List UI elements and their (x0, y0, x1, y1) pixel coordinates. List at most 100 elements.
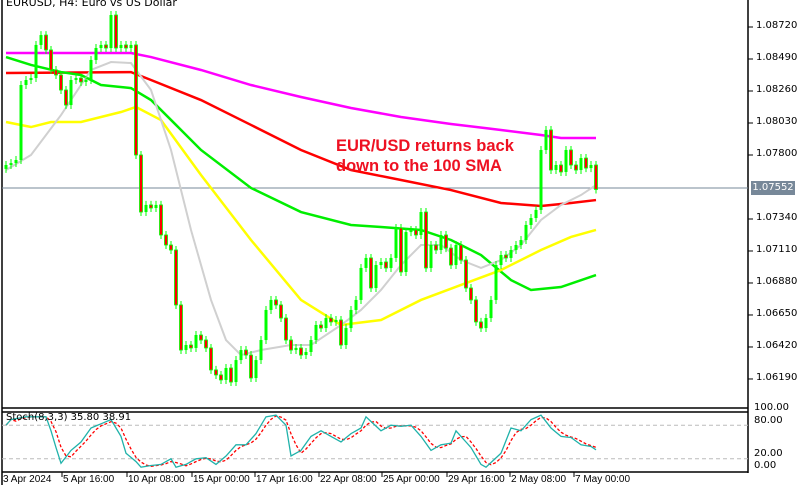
candle-body (249, 354, 253, 379)
candle (514, 241, 518, 255)
candle-body (234, 360, 238, 383)
candle (579, 154, 583, 175)
candle-body (369, 257, 373, 289)
candle (409, 225, 413, 237)
candle (584, 154, 588, 173)
candle-body (209, 347, 213, 371)
candle (129, 40, 133, 53)
candle-body (189, 344, 193, 349)
candle (39, 31, 43, 49)
moving-average-line (5, 55, 597, 292)
price-tick-label: 1.07340 (756, 211, 798, 223)
candle (149, 200, 153, 212)
moving-averages (5, 51, 597, 357)
candle (474, 295, 478, 326)
candle (234, 356, 238, 387)
candle (464, 256, 468, 292)
candle (34, 40, 38, 83)
candle (214, 365, 218, 379)
candle-body (534, 209, 538, 219)
candle (29, 74, 33, 85)
candle-body (424, 211, 428, 269)
candle-body (544, 129, 548, 150)
candle-body (559, 164, 563, 173)
candle-body (584, 157, 588, 169)
candle (89, 55, 93, 85)
candle (349, 305, 353, 333)
candle (344, 324, 348, 350)
candle-body (514, 245, 518, 251)
candle (144, 200, 148, 217)
candle (84, 76, 88, 86)
candle-body (194, 335, 198, 348)
candle (499, 251, 503, 270)
candle-body (594, 164, 598, 190)
candle-body (539, 149, 543, 210)
candle-body (519, 239, 523, 246)
candle (94, 44, 98, 64)
candle-body (309, 340, 313, 352)
candle (14, 155, 18, 168)
candle (479, 317, 483, 333)
candle-body (339, 319, 343, 346)
candle-body (169, 244, 173, 251)
time-tick-label: 3 Apr 2024 (3, 474, 52, 485)
candle (104, 40, 108, 53)
candle-body (19, 85, 23, 160)
candle-body (69, 80, 73, 106)
candle-body (89, 59, 93, 81)
candle-body (289, 339, 293, 351)
candle (264, 305, 268, 345)
candle (69, 76, 73, 110)
candle-body (224, 367, 228, 380)
candle (544, 125, 548, 154)
candle (304, 347, 308, 360)
candle-body (449, 247, 453, 266)
chart-frame (1, 0, 749, 485)
candle (594, 161, 598, 194)
candle (524, 220, 528, 244)
candle (154, 200, 158, 212)
candle-body (199, 334, 203, 341)
candle (224, 363, 228, 384)
candle (184, 341, 188, 355)
candle (174, 246, 178, 309)
price-tick-label: 1.06650 (756, 307, 798, 319)
candle (429, 241, 433, 272)
candle-body (379, 261, 383, 266)
candle (549, 125, 553, 175)
candle-body (74, 78, 78, 81)
time-tick-label: 17 Apr 16:00 (256, 474, 313, 485)
candle-body (509, 250, 513, 258)
candle-body (4, 165, 8, 169)
axis-ticks (1, 26, 753, 477)
candle-body (524, 224, 528, 240)
candle-body (34, 44, 38, 79)
candle-body (154, 204, 158, 208)
candle-body (84, 80, 88, 82)
stoch-tick-label: 0.00 (754, 460, 777, 471)
candle-body (99, 44, 103, 49)
chart-title: EURUSD, H4: Euro vs US Dollar (6, 0, 177, 9)
candle-body (504, 254, 508, 259)
price-tick-label: 1.07110 (756, 243, 798, 255)
candle (274, 295, 278, 309)
candle (319, 320, 323, 333)
time-tick-label: 7 May 00:00 (575, 474, 631, 485)
candle (399, 224, 403, 276)
candle (254, 356, 258, 383)
candle (209, 343, 213, 374)
candle-body (109, 15, 113, 49)
price-tick-label: 1.07800 (756, 147, 798, 159)
candle (339, 315, 343, 350)
candle (394, 224, 398, 262)
candle (289, 336, 293, 355)
stoch-d-line (5, 415, 597, 468)
candle (364, 253, 368, 272)
stoch-label: Stoch(8,3,3) 35.80 38.91 (6, 412, 132, 423)
candle (239, 346, 243, 365)
candle-body (304, 351, 308, 356)
candle (529, 214, 533, 229)
candle-body (324, 318, 328, 329)
candle-body (124, 44, 128, 49)
